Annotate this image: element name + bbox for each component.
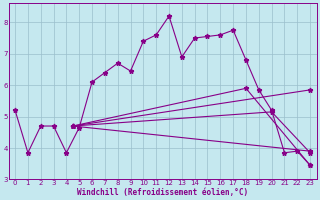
X-axis label: Windchill (Refroidissement éolien,°C): Windchill (Refroidissement éolien,°C) (77, 188, 248, 197)
